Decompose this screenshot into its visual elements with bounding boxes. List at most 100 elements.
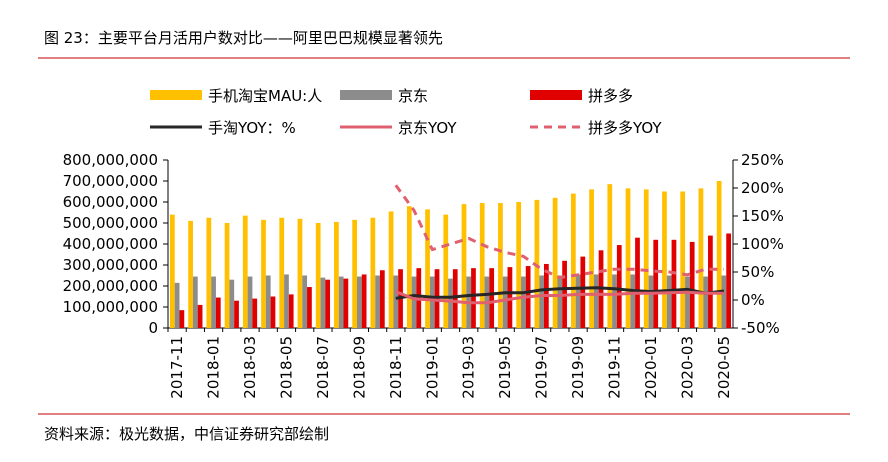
bar [479,203,485,328]
bar [685,276,690,328]
line [395,286,725,300]
bar [247,276,253,328]
bar [635,237,640,328]
bar [471,268,476,328]
legend-swatch [150,90,202,100]
bar [452,269,458,328]
bar [489,268,495,328]
x-tick-label: 2017-11 [168,336,186,399]
y2-tick-label: 200% [741,179,784,197]
bar [343,278,349,328]
legend-label: 手淘YOY：% [208,119,296,137]
bar [284,274,289,328]
bar [252,298,258,328]
bar [643,189,649,328]
x-tick-label: 2019-03 [460,336,478,399]
bar [630,274,636,328]
legend-label: 京东 [398,87,428,105]
bar [671,239,677,328]
bar [552,197,558,328]
bar [188,220,193,328]
bar [429,276,435,328]
bar [557,275,563,328]
bar [224,223,230,328]
legend-swatch [340,90,392,100]
bar [534,199,540,328]
legend-item: 京东YOY [340,119,457,137]
bar [170,214,175,328]
bar [612,274,617,328]
y2-tick-label: 0% [741,291,765,309]
x-tick-label: 2019-01 [423,336,441,399]
bar [229,279,235,328]
legend-item: 拼多多 [530,87,633,105]
bar [265,275,271,328]
bar [288,294,294,328]
y-tick-label: 200,000,000 [63,277,158,295]
y2-tick-label: -50% [741,319,780,337]
x-tick-label: 2020-05 [715,336,733,399]
bar [320,277,326,328]
bar [507,267,513,328]
bar [680,191,686,328]
legend-label: 拼多多YOY [588,119,662,137]
bar [197,304,203,328]
bar [352,219,358,328]
y2-tick-label: 150% [741,207,784,225]
bar [361,274,367,328]
x-tick-label: 2019-09 [569,336,587,399]
y2-tick-label: 100% [741,235,784,253]
y2-tick-label: 50% [741,263,774,281]
x-tick-label: 2018-03 [241,336,259,399]
bar [192,276,198,328]
line [395,290,724,305]
line [394,184,724,280]
bar [388,211,394,328]
bar [648,275,654,328]
x-tick-label: 2019-07 [533,336,551,399]
bar [716,181,722,328]
legend-label: 拼多多 [588,87,633,105]
bar [393,275,399,328]
bar [607,184,613,328]
bar [662,191,667,328]
source-note: 资料来源：极光数据，中信证券研究部绘制 [44,425,329,443]
bar [279,217,285,328]
bar [539,275,544,328]
bar [411,276,417,328]
bar [721,275,727,328]
bar [174,282,180,328]
bar [261,219,266,328]
y-tick-label: 300,000,000 [63,256,158,274]
y-tick-label: 400,000,000 [63,235,158,253]
bar [703,276,709,328]
x-tick-label: 2019-11 [606,336,624,399]
bar [521,276,526,328]
bar [338,276,344,328]
bar [575,274,581,328]
x-tick-label: 2020-01 [642,336,660,399]
bar [580,256,586,328]
bar [570,193,576,328]
bar [448,278,453,328]
legend-item: 手机淘宝MAU:人 [150,87,322,105]
y-tick-label: 100,000,000 [63,298,158,316]
legend-item: 手淘YOY：% [150,119,296,137]
bar [653,239,659,328]
bar [502,276,508,328]
bar [666,275,672,328]
bar [325,279,331,328]
y-tick-label: 800,000,000 [63,151,158,169]
legend-label: 京东YOY [398,119,457,137]
bar [498,203,503,328]
bar [379,270,385,328]
bar [708,235,713,328]
legend-item: 京东 [340,87,428,105]
bar [589,189,594,328]
bar [461,204,467,328]
bar [215,297,221,328]
x-tick-label: 2018-01 [205,336,223,399]
legend-swatch [530,90,582,100]
bar [689,241,695,328]
